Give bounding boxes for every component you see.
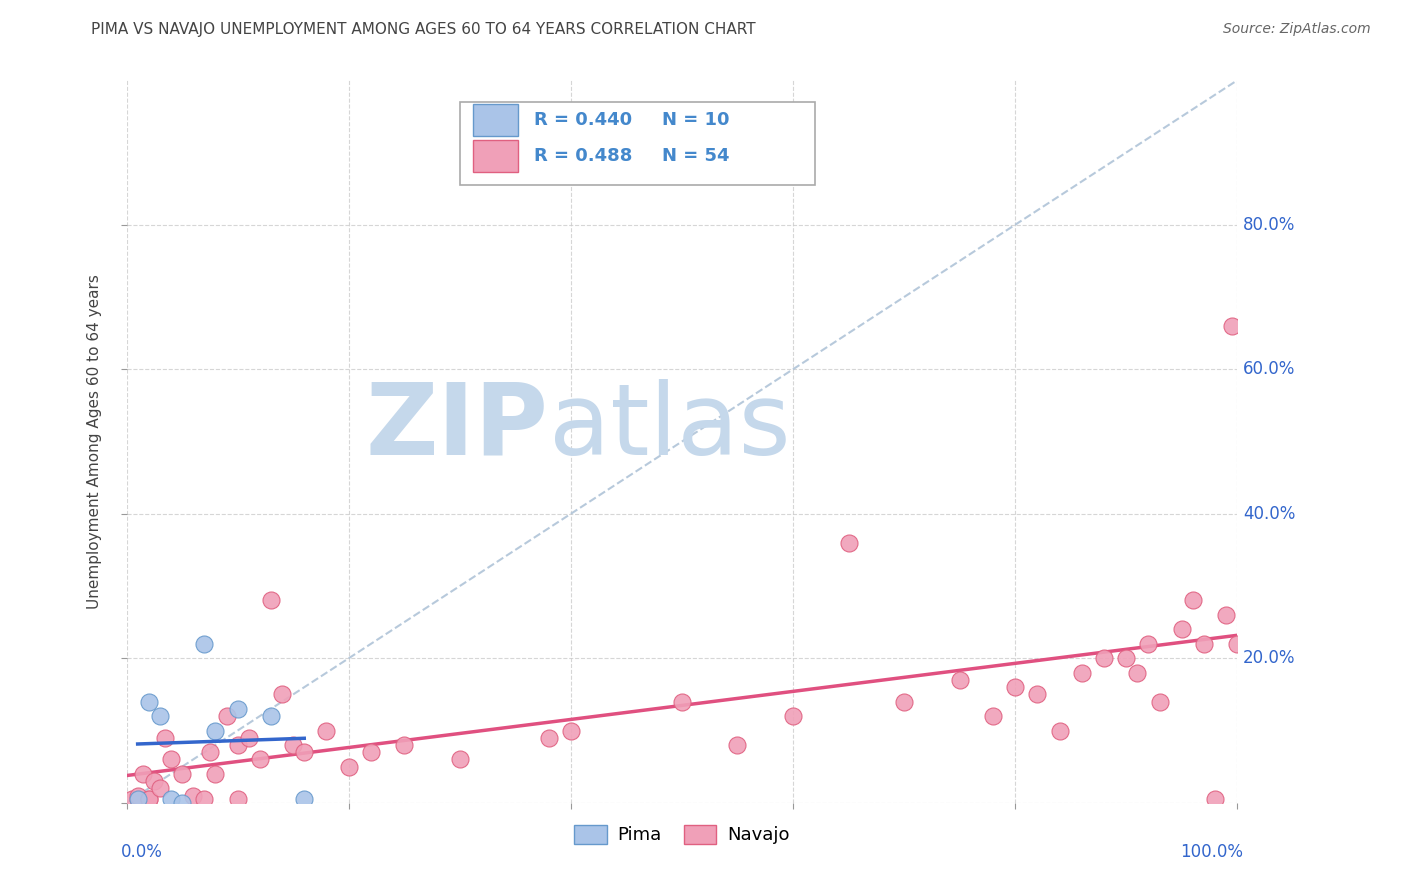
Point (1149, 695, 1171, 709)
Point (1226, 637, 1249, 651)
Point (1137, 637, 1160, 651)
Y-axis label: Unemployment Among Ages 60 to 64 years: Unemployment Among Ages 60 to 64 years (87, 274, 103, 609)
Point (360, 745, 382, 759)
Point (160, 792, 183, 806)
Point (1192, 637, 1215, 651)
Point (249, 752, 271, 766)
Point (155, 731, 177, 745)
Point (1170, 623, 1192, 637)
Text: 60.0%: 60.0% (1243, 360, 1295, 378)
Point (1049, 723, 1071, 738)
Point (292, 745, 315, 759)
Point (1115, 651, 1137, 665)
Legend: Pima, Navajo: Pima, Navajo (567, 818, 797, 852)
Point (1215, 607, 1237, 622)
Point (193, 792, 215, 806)
Point (238, 731, 260, 745)
Point (127, 792, 149, 806)
Text: 80.0%: 80.0% (1243, 216, 1295, 234)
Point (449, 752, 471, 766)
Point (138, 695, 160, 709)
Text: atlas: atlas (548, 378, 790, 475)
Point (1181, 593, 1204, 607)
Point (292, 792, 315, 806)
FancyBboxPatch shape (472, 140, 517, 172)
Text: 40.0%: 40.0% (1243, 505, 1295, 523)
Point (193, 637, 215, 651)
Text: R = 0.488: R = 0.488 (534, 147, 633, 165)
Point (1026, 687, 1049, 701)
Point (838, 535, 860, 549)
Point (138, 792, 160, 806)
Text: ZIP: ZIP (366, 378, 548, 475)
Point (204, 767, 226, 781)
Point (226, 738, 249, 752)
Point (260, 709, 283, 723)
Text: N = 54: N = 54 (662, 147, 730, 165)
FancyBboxPatch shape (460, 102, 815, 185)
Text: N = 10: N = 10 (662, 111, 730, 129)
Point (782, 709, 804, 723)
Point (226, 792, 249, 806)
Point (1126, 665, 1149, 680)
Point (181, 789, 204, 803)
Text: 100.0%: 100.0% (1180, 843, 1243, 861)
Point (560, 723, 582, 738)
Text: PIMA VS NAVAJO UNEMPLOYMENT AMONG AGES 60 TO 64 YEARS CORRELATION CHART: PIMA VS NAVAJO UNEMPLOYMENT AMONG AGES 6… (91, 22, 756, 37)
Point (1220, 318, 1243, 333)
Point (537, 731, 560, 745)
Point (271, 687, 294, 701)
Point (149, 709, 172, 723)
Text: Source: ZipAtlas.com: Source: ZipAtlas.com (1223, 22, 1371, 37)
Point (138, 792, 160, 806)
FancyBboxPatch shape (472, 103, 517, 136)
Text: 0.0%: 0.0% (121, 843, 163, 861)
Point (394, 738, 416, 752)
Point (893, 695, 915, 709)
Point (160, 752, 183, 766)
Point (132, 767, 155, 781)
Point (127, 792, 149, 806)
Point (260, 593, 283, 607)
Point (337, 760, 360, 774)
Point (172, 796, 194, 810)
Point (949, 673, 972, 687)
Point (981, 709, 1004, 723)
Point (204, 723, 226, 738)
Point (198, 745, 221, 759)
Point (1070, 665, 1092, 680)
Point (1004, 680, 1026, 694)
Point (127, 789, 149, 803)
Point (1092, 651, 1115, 665)
Text: R = 0.440: R = 0.440 (534, 111, 633, 129)
Point (215, 709, 238, 723)
Text: 20.0%: 20.0% (1243, 649, 1295, 667)
Point (281, 738, 304, 752)
Point (727, 738, 749, 752)
Point (1204, 792, 1226, 806)
Point (671, 695, 693, 709)
Point (143, 774, 166, 789)
Point (149, 781, 172, 796)
Point (315, 723, 337, 738)
Point (121, 792, 143, 806)
Point (226, 702, 249, 716)
Point (172, 767, 194, 781)
